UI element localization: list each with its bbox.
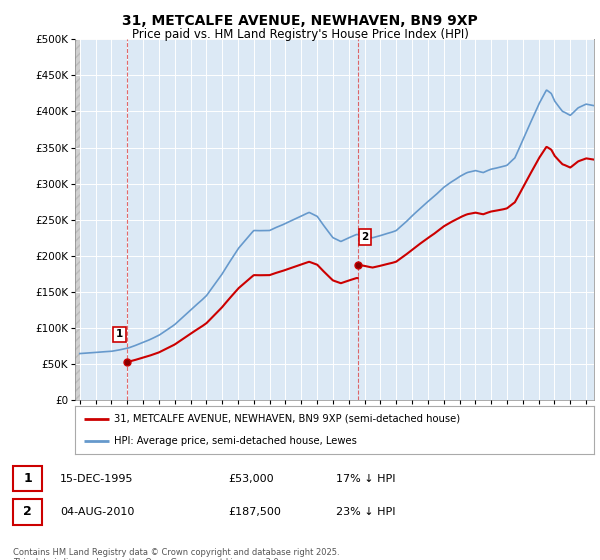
Text: Contains HM Land Registry data © Crown copyright and database right 2025.
This d: Contains HM Land Registry data © Crown c… (13, 548, 340, 560)
Text: Price paid vs. HM Land Registry's House Price Index (HPI): Price paid vs. HM Land Registry's House … (131, 28, 469, 41)
Text: 31, METCALFE AVENUE, NEWHAVEN, BN9 9XP: 31, METCALFE AVENUE, NEWHAVEN, BN9 9XP (122, 14, 478, 28)
Text: 31, METCALFE AVENUE, NEWHAVEN, BN9 9XP (semi-detached house): 31, METCALFE AVENUE, NEWHAVEN, BN9 9XP (… (114, 414, 460, 424)
Text: 2: 2 (23, 505, 32, 519)
Text: 17% ↓ HPI: 17% ↓ HPI (336, 474, 395, 483)
Text: 23% ↓ HPI: 23% ↓ HPI (336, 507, 395, 517)
Bar (13, 499, 42, 525)
Text: 1: 1 (116, 329, 123, 339)
Text: £53,000: £53,000 (228, 474, 274, 483)
Text: 04-AUG-2010: 04-AUG-2010 (60, 507, 134, 517)
Bar (75, 39, 80, 400)
Text: HPI: Average price, semi-detached house, Lewes: HPI: Average price, semi-detached house,… (114, 436, 357, 446)
Text: £187,500: £187,500 (228, 507, 281, 517)
Text: 1: 1 (23, 472, 32, 485)
Text: 15-DEC-1995: 15-DEC-1995 (60, 474, 133, 483)
Bar (13, 465, 42, 492)
Text: 2: 2 (361, 232, 368, 242)
